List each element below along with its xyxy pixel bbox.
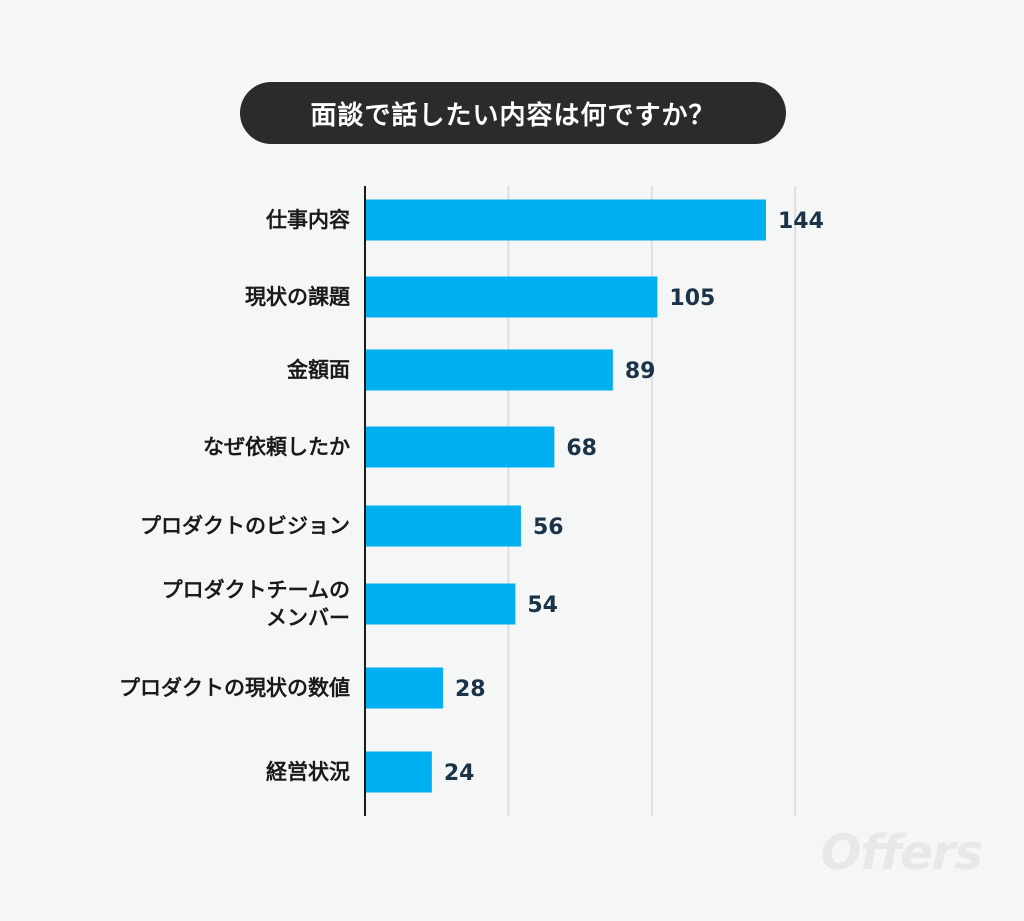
bar — [365, 276, 658, 318]
value-label: 144 — [778, 209, 824, 234]
bar — [365, 426, 555, 468]
category-labels: 仕事内容現状の課題金額面なぜ依頼したかプロダクトのビジョンプロダクトチームのメン… — [119, 208, 351, 784]
category-label: なぜ依頼したか — [203, 435, 350, 459]
bar — [365, 583, 516, 625]
category-label: 経営状況 — [266, 760, 350, 784]
category-label: メンバー — [266, 606, 350, 630]
category-label: プロダクトチームの — [162, 578, 350, 602]
bar — [365, 751, 432, 793]
category-label: 現状の課題 — [245, 285, 351, 309]
offers-logo: Offers — [820, 825, 983, 881]
bar — [365, 505, 521, 547]
category-label: 仕事内容 — [265, 208, 350, 232]
chart-title: 面談で話したい内容は何ですか？ — [240, 82, 786, 144]
category-label: プロダクトのビジョン — [140, 514, 350, 538]
value-label: 56 — [533, 515, 564, 540]
category-label: プロダクトの現状の数値 — [119, 676, 350, 700]
bar — [365, 667, 443, 709]
bars — [365, 199, 766, 793]
value-labels: 144 105 89 68 56 54 28 24 — [444, 209, 824, 786]
bar — [365, 199, 766, 241]
value-label: 89 — [625, 359, 656, 384]
category-label: 金額面 — [286, 358, 350, 382]
value-label: 28 — [455, 677, 486, 702]
value-label: 54 — [527, 593, 558, 618]
value-label: 105 — [669, 286, 715, 311]
value-label: 68 — [566, 436, 597, 461]
bar — [365, 349, 613, 391]
value-label: 24 — [444, 761, 475, 786]
